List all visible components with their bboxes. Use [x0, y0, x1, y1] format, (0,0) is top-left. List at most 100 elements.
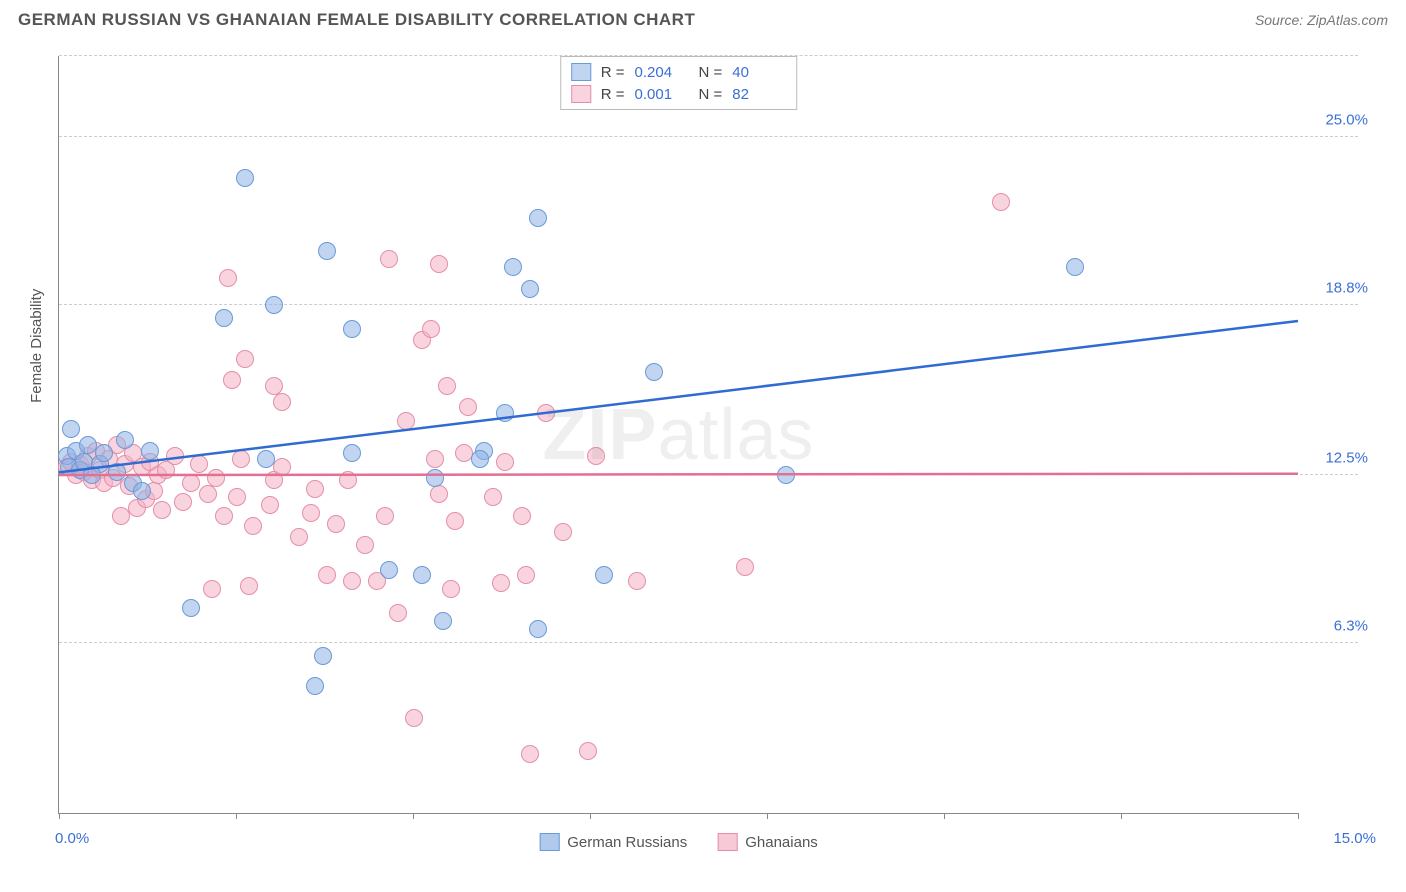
- scatter-point: [273, 458, 291, 476]
- header: GERMAN RUSSIAN VS GHANAIAN FEMALE DISABI…: [0, 0, 1406, 30]
- swatch-series-1: [539, 833, 559, 851]
- y-tick-label: 25.0%: [1325, 112, 1368, 129]
- scatter-point: [517, 566, 535, 584]
- source-attribution: Source: ZipAtlas.com: [1255, 12, 1388, 28]
- scatter-point: [306, 677, 324, 695]
- scatter-point: [521, 280, 539, 298]
- scatter-point: [318, 242, 336, 260]
- scatter-point: [992, 193, 1010, 211]
- scatter-point: [339, 471, 357, 489]
- y-tick-label: 6.3%: [1334, 617, 1368, 634]
- x-tick: [1121, 813, 1122, 819]
- scatter-point: [426, 469, 444, 487]
- scatter-point: [203, 580, 221, 598]
- scatter-point: [343, 444, 361, 462]
- scatter-point: [438, 377, 456, 395]
- scatter-point: [141, 442, 159, 460]
- scatter-point: [306, 480, 324, 498]
- n-label: N =: [699, 86, 723, 103]
- scatter-point: [459, 398, 477, 416]
- scatter-point: [413, 566, 431, 584]
- scatter-point: [484, 488, 502, 506]
- scatter-point: [236, 350, 254, 368]
- scatter-point: [446, 512, 464, 530]
- legend-item: Ghanaians: [717, 833, 818, 851]
- r-value-2: 0.001: [635, 86, 689, 103]
- scatter-point: [380, 561, 398, 579]
- scatter-point: [265, 296, 283, 314]
- scatter-point: [116, 431, 134, 449]
- x-tick: [413, 813, 414, 819]
- scatter-point: [529, 620, 547, 638]
- correlation-legend-row: R = 0.204 N = 40: [571, 61, 787, 83]
- watermark-atlas: atlas: [657, 395, 814, 475]
- correlation-legend-row: R = 0.001 N = 82: [571, 83, 787, 105]
- scatter-point: [182, 599, 200, 617]
- scatter-point: [579, 742, 597, 760]
- r-label: R =: [601, 64, 625, 81]
- scatter-point: [422, 320, 440, 338]
- y-axis-title: Female Disability: [28, 289, 45, 403]
- scatter-point: [290, 528, 308, 546]
- scatter-point: [190, 455, 208, 473]
- scatter-point: [112, 507, 130, 525]
- scatter-point: [199, 485, 217, 503]
- scatter-point: [430, 485, 448, 503]
- grid-line: [59, 136, 1358, 137]
- x-axis-max-label: 15.0%: [1333, 830, 1376, 847]
- scatter-point: [356, 536, 374, 554]
- scatter-point: [537, 404, 555, 422]
- scatter-point: [343, 572, 361, 590]
- swatch-series-2: [717, 833, 737, 851]
- scatter-point: [228, 488, 246, 506]
- x-tick: [767, 813, 768, 819]
- x-tick: [1298, 813, 1299, 819]
- scatter-point: [223, 371, 241, 389]
- scatter-point: [426, 450, 444, 468]
- grid-line: [59, 304, 1358, 305]
- y-tick-label: 18.8%: [1325, 279, 1368, 296]
- scatter-point: [215, 309, 233, 327]
- scatter-point: [314, 647, 332, 665]
- scatter-point: [521, 745, 539, 763]
- scatter-point: [207, 469, 225, 487]
- r-label: R =: [601, 86, 625, 103]
- scatter-point: [232, 450, 250, 468]
- legend-label: Ghanaians: [745, 834, 818, 851]
- scatter-point: [389, 604, 407, 622]
- scatter-point: [504, 258, 522, 276]
- watermark: ZIPatlas: [542, 394, 814, 476]
- legend-label: German Russians: [567, 834, 687, 851]
- n-value-2: 82: [732, 86, 786, 103]
- scatter-point: [62, 420, 80, 438]
- swatch-series-2: [571, 85, 591, 103]
- scatter-point: [442, 580, 460, 598]
- x-tick: [590, 813, 591, 819]
- y-tick-label: 12.5%: [1325, 450, 1368, 467]
- scatter-point: [430, 255, 448, 273]
- scatter-point: [95, 444, 113, 462]
- scatter-point: [529, 209, 547, 227]
- scatter-point: [434, 612, 452, 630]
- chart-wrap: Female Disability ZIPatlas R = 0.204 N =…: [18, 46, 1388, 874]
- x-tick: [236, 813, 237, 819]
- grid-line: [59, 642, 1358, 643]
- plot-area: ZIPatlas R = 0.204 N = 40 R = 0.001 N = …: [58, 56, 1298, 814]
- scatter-point: [1066, 258, 1084, 276]
- scatter-point: [777, 466, 795, 484]
- scatter-point: [343, 320, 361, 338]
- scatter-point: [736, 558, 754, 576]
- scatter-point: [595, 566, 613, 584]
- scatter-point: [244, 517, 262, 535]
- scatter-point: [83, 466, 101, 484]
- scatter-point: [318, 566, 336, 584]
- grid-line: [59, 474, 1358, 475]
- scatter-point: [108, 463, 126, 481]
- chart-container: GERMAN RUSSIAN VS GHANAIAN FEMALE DISABI…: [0, 0, 1406, 892]
- scatter-point: [174, 493, 192, 511]
- scatter-point: [513, 507, 531, 525]
- scatter-point: [492, 574, 510, 592]
- scatter-point: [405, 709, 423, 727]
- scatter-point: [182, 474, 200, 492]
- scatter-point: [133, 482, 151, 500]
